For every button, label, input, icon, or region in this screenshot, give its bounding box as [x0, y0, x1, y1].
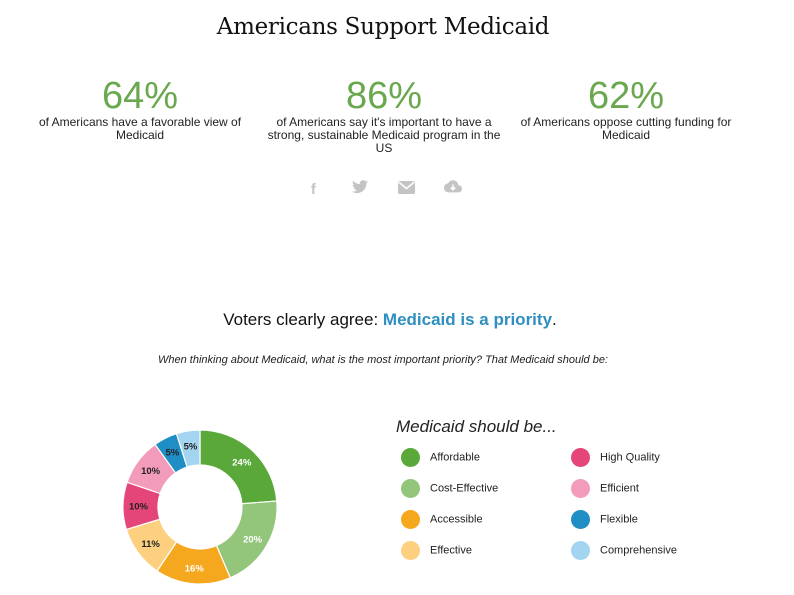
heading-highlight: Medicaid is a priority — [382, 310, 553, 329]
legend-label: Flexible — [600, 513, 638, 526]
stat-oppose-cuts: 62% of Americans oppose cutting funding … — [506, 76, 746, 142]
donut-data-label: 10% — [129, 502, 149, 513]
legend-title: Medicaid should be... — [396, 417, 557, 436]
stat-value: 64% — [101, 75, 179, 117]
heading-prefix: Voters clearly agree: — [223, 310, 383, 329]
email-icon[interactable] — [397, 180, 415, 198]
legend-swatch — [401, 479, 420, 498]
section-heading: Voters clearly agree: Medicaid is a prio… — [0, 310, 780, 330]
page-title: Americans Support Medicaid — [216, 14, 550, 40]
legend-item: Accessible — [401, 510, 483, 530]
legend-item: Flexible — [571, 510, 638, 530]
donut-data-label: 16% — [185, 564, 205, 575]
stat-description: of Americans say it's important to have … — [267, 115, 501, 155]
legend-label: Accessible — [430, 513, 483, 526]
stat-value: 62% — [587, 75, 665, 117]
legend-swatch — [571, 479, 590, 498]
donut-data-label: 10% — [141, 466, 161, 477]
legend-label: High Quality — [600, 451, 660, 464]
legend-swatch — [401, 541, 420, 560]
stat-description: of Americans oppose cutting funding for … — [520, 115, 732, 142]
facebook-icon[interactable]: f — [310, 181, 316, 198]
legend-swatch — [571, 541, 590, 560]
legend-label: Affordable — [430, 451, 480, 464]
share-bar: f — [0, 180, 766, 199]
legend-swatch — [571, 448, 590, 467]
stat-value: 86% — [345, 75, 423, 117]
cloud-download-icon[interactable] — [443, 180, 462, 198]
donut-data-label: 5% — [165, 448, 179, 459]
legend-swatch — [401, 510, 420, 529]
donut-data-label: 11% — [141, 539, 160, 550]
donut-data-label: 5% — [184, 442, 198, 453]
donut-chart: 24% 20% 16% 11% 10% 10% 5% 5% — [122, 429, 278, 585]
donut-slice-comprehensive — [175, 429, 201, 468]
legend-item: Comprehensive — [571, 541, 677, 561]
stat-important: 86% of Americans say it's important to h… — [264, 76, 504, 155]
survey-question: When thinking about Medicaid, what is th… — [157, 354, 608, 366]
legend-item: Affordable — [401, 448, 480, 468]
twitter-icon[interactable] — [351, 180, 369, 198]
legend-item: Efficient — [571, 479, 639, 499]
legend-item: High Quality — [571, 448, 660, 468]
heading-suffix: . — [552, 310, 557, 329]
stat-description: of Americans have a favorable view of Me… — [38, 115, 242, 142]
legend-label: Comprehensive — [600, 544, 678, 557]
legend-label: Cost-Effective — [430, 482, 499, 495]
legend-item: Effective — [401, 541, 472, 561]
stat-favorable: 64% of Americans have a favorable view o… — [20, 76, 260, 142]
legend-item: Cost-Effective — [401, 479, 498, 499]
legend-swatch — [401, 448, 420, 467]
donut-data-label: 24% — [232, 457, 252, 468]
legend-label: Effective — [430, 544, 472, 557]
donut-data-label: 20% — [243, 534, 263, 545]
legend-swatch — [571, 510, 590, 529]
legend-label: Efficient — [600, 482, 639, 495]
